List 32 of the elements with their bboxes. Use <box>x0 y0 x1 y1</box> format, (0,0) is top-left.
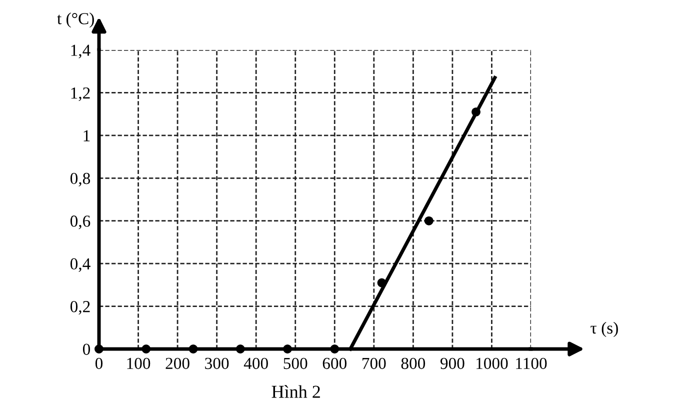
x-tick-label: 300 <box>205 358 229 370</box>
y-tick-label: 1 <box>84 130 90 142</box>
x-tick-label: 1100 <box>516 358 547 370</box>
point <box>236 344 245 354</box>
point <box>472 107 481 116</box>
y-tick-label: 1,2 <box>71 87 90 102</box>
text: Hình 2 <box>272 385 320 398</box>
x-tick-label: 800 <box>401 358 426 370</box>
y-tick-label: 0,8 <box>70 172 90 186</box>
x-tick-label: 0 <box>95 358 103 370</box>
y-tick-label: 1,4 <box>71 44 90 58</box>
y-tick-label: 0,4 <box>70 258 90 272</box>
y-axis-title: t (°C) <box>57 12 94 28</box>
y-tick-label: 0 <box>82 344 90 355</box>
x-tick-label: 700 <box>362 358 386 370</box>
point <box>424 216 434 226</box>
y-tick-label: 0,2 <box>70 300 90 315</box>
point <box>283 344 292 354</box>
point <box>188 344 198 354</box>
point <box>330 344 340 354</box>
x-tick-label: 200 <box>166 358 190 370</box>
point <box>142 344 151 354</box>
x-tick-label: 900 <box>440 358 464 370</box>
x-axis-title: τ (s) <box>590 322 618 338</box>
point <box>377 278 386 288</box>
x-tick-label: 500 <box>284 358 308 370</box>
x-tick-label: 1000 <box>476 358 508 370</box>
point <box>94 344 104 354</box>
x-tick-label: 100 <box>127 358 150 370</box>
x-tick-label: 400 <box>244 358 268 370</box>
x-tick-label: 600 <box>322 358 346 370</box>
y-tick-label: 0,6 <box>70 216 90 230</box>
